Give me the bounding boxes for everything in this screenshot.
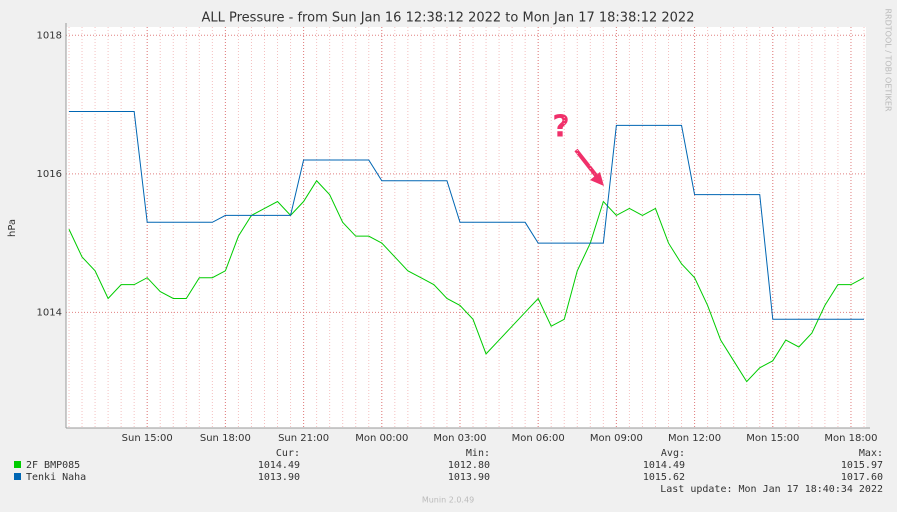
y-axis-label: hPa (7, 219, 18, 237)
x-tick-label: Mon 15:00 (746, 433, 799, 444)
legend-value: 1015.62 (643, 472, 685, 483)
x-tick-label: Mon 06:00 (512, 433, 565, 444)
x-tick-label: Mon 00:00 (355, 433, 408, 444)
annotation-arrowhead (590, 172, 604, 186)
legend-swatch (14, 473, 21, 480)
y-tick-label: 1016 (37, 169, 62, 180)
x-tick-label: Sun 21:00 (278, 433, 329, 444)
series-line (68, 179, 865, 383)
legend-value: 1015.97 (841, 460, 883, 471)
legend-value: 1013.90 (448, 472, 490, 483)
x-tick-label: Sun 15:00 (122, 433, 173, 444)
y-tick-label: 1018 (37, 30, 62, 41)
series-line (69, 110, 864, 320)
legend-header: Max: (859, 448, 883, 459)
legend-swatch (14, 461, 21, 468)
legend-value: 1013.90 (258, 472, 300, 483)
y-tick-label: 1014 (37, 307, 62, 318)
legend-label: Tenki Naha (26, 472, 86, 483)
legend-header: Avg: (661, 448, 685, 459)
x-tick-label: Mon 09:00 (590, 433, 643, 444)
x-tick-label: Mon 18:00 (824, 433, 877, 444)
x-tick-label: Mon 03:00 (433, 433, 486, 444)
x-tick-label: Mon 12:00 (668, 433, 721, 444)
legend-header: Min: (466, 448, 490, 459)
legend-value: 1017.60 (841, 472, 883, 483)
side-text: RRDTOOL / TOBI OETIKER (884, 8, 893, 111)
legend-header: Cur: (276, 448, 300, 459)
last-update: Last update: Mon Jan 17 18:40:34 2022 (660, 484, 883, 495)
legend-value: 1012.80 (448, 460, 490, 471)
chart-title: ALL Pressure - from Sun Jan 16 12:38:12 … (202, 11, 695, 26)
annotation: ? (552, 110, 569, 145)
legend-value: 1014.49 (643, 460, 685, 471)
x-tick-label: Sun 18:00 (200, 433, 251, 444)
footer: Munin 2.0.49 (422, 496, 474, 505)
legend-label: 2F BMP085 (26, 460, 80, 471)
legend-value: 1014.49 (258, 460, 300, 471)
